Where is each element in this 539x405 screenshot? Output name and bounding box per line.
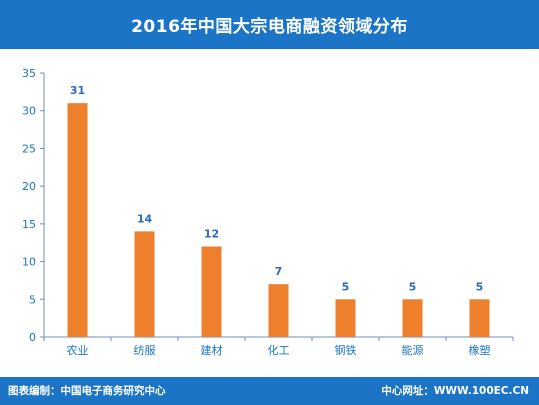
footer-banner: 图表编制：中国电子商务研究中心 中心网址：WWW.100EC.CN [0, 377, 539, 405]
data-label: 5 [342, 280, 350, 293]
bar-7 [469, 299, 490, 337]
x-category-label: 建材 [201, 343, 223, 357]
y-tick-label: 5 [29, 293, 36, 306]
data-label: 5 [409, 280, 417, 293]
x-category-label: 能源 [402, 343, 424, 357]
chart-title: 2016年中国大宗电商融资领域分布 [131, 17, 408, 37]
bar-6 [402, 299, 423, 337]
x-category-label: 农业 [67, 343, 89, 357]
y-tick-label: 20 [22, 180, 36, 193]
data-label: 12 [204, 227, 219, 240]
x-category-label: 纺服 [134, 343, 156, 357]
data-label: 7 [275, 265, 283, 278]
bar-chart: 0 5 10 15 20 25 30 35 31 农业 14 纺服 12 建材 7 化工 5 钢铁 5 能源 5 橡塑 [22, 67, 514, 357]
bar-3 [201, 246, 222, 337]
bar-1 [67, 103, 88, 338]
y-tick-label: 30 [22, 105, 36, 118]
data-label: 31 [70, 84, 85, 97]
y-tick-label: 0 [29, 331, 36, 344]
x-category-label: 化工 [268, 343, 290, 357]
x-category-label: 橡塑 [469, 343, 491, 357]
y-tick-label: 10 [22, 256, 36, 269]
y-tick-label: 25 [22, 142, 36, 155]
y-tick-label: 35 [22, 67, 36, 80]
data-label: 5 [476, 280, 484, 293]
bar-2 [134, 231, 155, 337]
source-credit: 图表编制：中国电子商务研究中心 [8, 385, 166, 397]
bar-4 [268, 284, 289, 337]
data-label: 14 [137, 212, 153, 225]
y-tick-label: 15 [22, 218, 36, 231]
x-category-label: 钢铁 [335, 344, 357, 357]
title-banner: 2016年中国大宗电商融资领域分布 [0, 0, 539, 49]
website-url: 中心网址：WWW.100EC.CN [381, 385, 529, 397]
bar-5 [335, 299, 356, 337]
